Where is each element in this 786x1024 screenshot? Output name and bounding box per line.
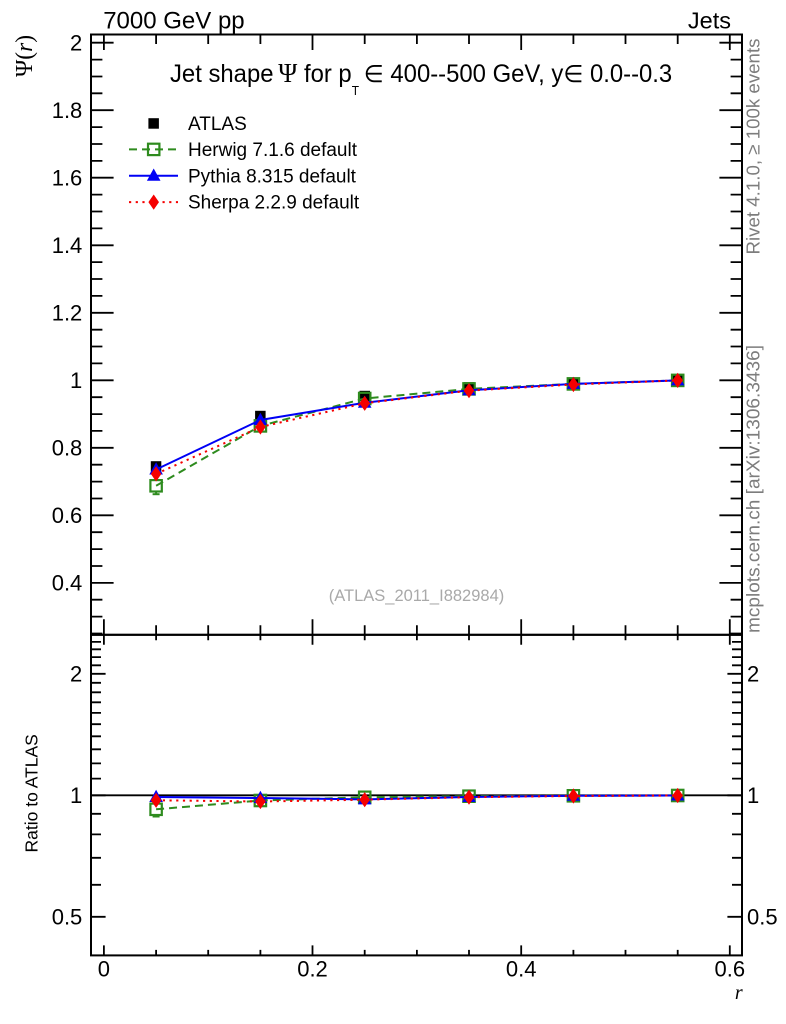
svg-text:Sherpa 2.2.9 default: Sherpa 2.2.9 default: [188, 193, 360, 214]
svg-text:ATLAS: ATLAS: [188, 114, 247, 135]
svg-text:Jets: Jets: [688, 8, 731, 34]
svg-text:0.5: 0.5: [52, 905, 83, 930]
svg-text:0: 0: [98, 957, 110, 982]
svg-text:0.8: 0.8: [52, 436, 83, 461]
svg-text:1: 1: [747, 783, 759, 808]
svg-text:0.4: 0.4: [506, 957, 537, 982]
svg-text:0.4: 0.4: [52, 571, 83, 596]
svg-text:2: 2: [70, 662, 82, 687]
svg-text:1.2: 1.2: [52, 301, 83, 326]
svg-text:1: 1: [70, 368, 82, 393]
svg-text:2: 2: [70, 30, 82, 55]
svg-text:Ratio to ATLAS: Ratio to ATLAS: [22, 734, 42, 852]
svg-text:1.8: 1.8: [52, 98, 83, 123]
svg-text:0.6: 0.6: [52, 503, 83, 528]
svg-text:1: 1: [70, 783, 82, 808]
svg-text:7000 GeV pp: 7000 GeV pp: [103, 7, 244, 34]
svg-text:Ψ(r): Ψ(r): [12, 35, 38, 77]
svg-text:(ATLAS_2011_I882984): (ATLAS_2011_I882984): [329, 587, 505, 605]
svg-text:0.6: 0.6: [715, 957, 746, 982]
svg-text:1.4: 1.4: [52, 233, 83, 258]
svg-text:Rivet 4.1.0, ≥ 100k events: Rivet 4.1.0, ≥ 100k events: [743, 39, 764, 255]
svg-text:Herwig 7.1.6 default: Herwig 7.1.6 default: [188, 140, 358, 161]
svg-text:r: r: [735, 982, 743, 1004]
svg-text:Pythia 8.315 default: Pythia 8.315 default: [188, 166, 357, 187]
svg-text:2: 2: [747, 662, 759, 687]
svg-text:mcplots.cern.ch [arXiv:1306.34: mcplots.cern.ch [arXiv:1306.3436]: [743, 345, 764, 633]
svg-text:0.5: 0.5: [747, 905, 778, 930]
svg-text:0.2: 0.2: [297, 957, 328, 982]
svg-text:1.6: 1.6: [52, 165, 83, 190]
